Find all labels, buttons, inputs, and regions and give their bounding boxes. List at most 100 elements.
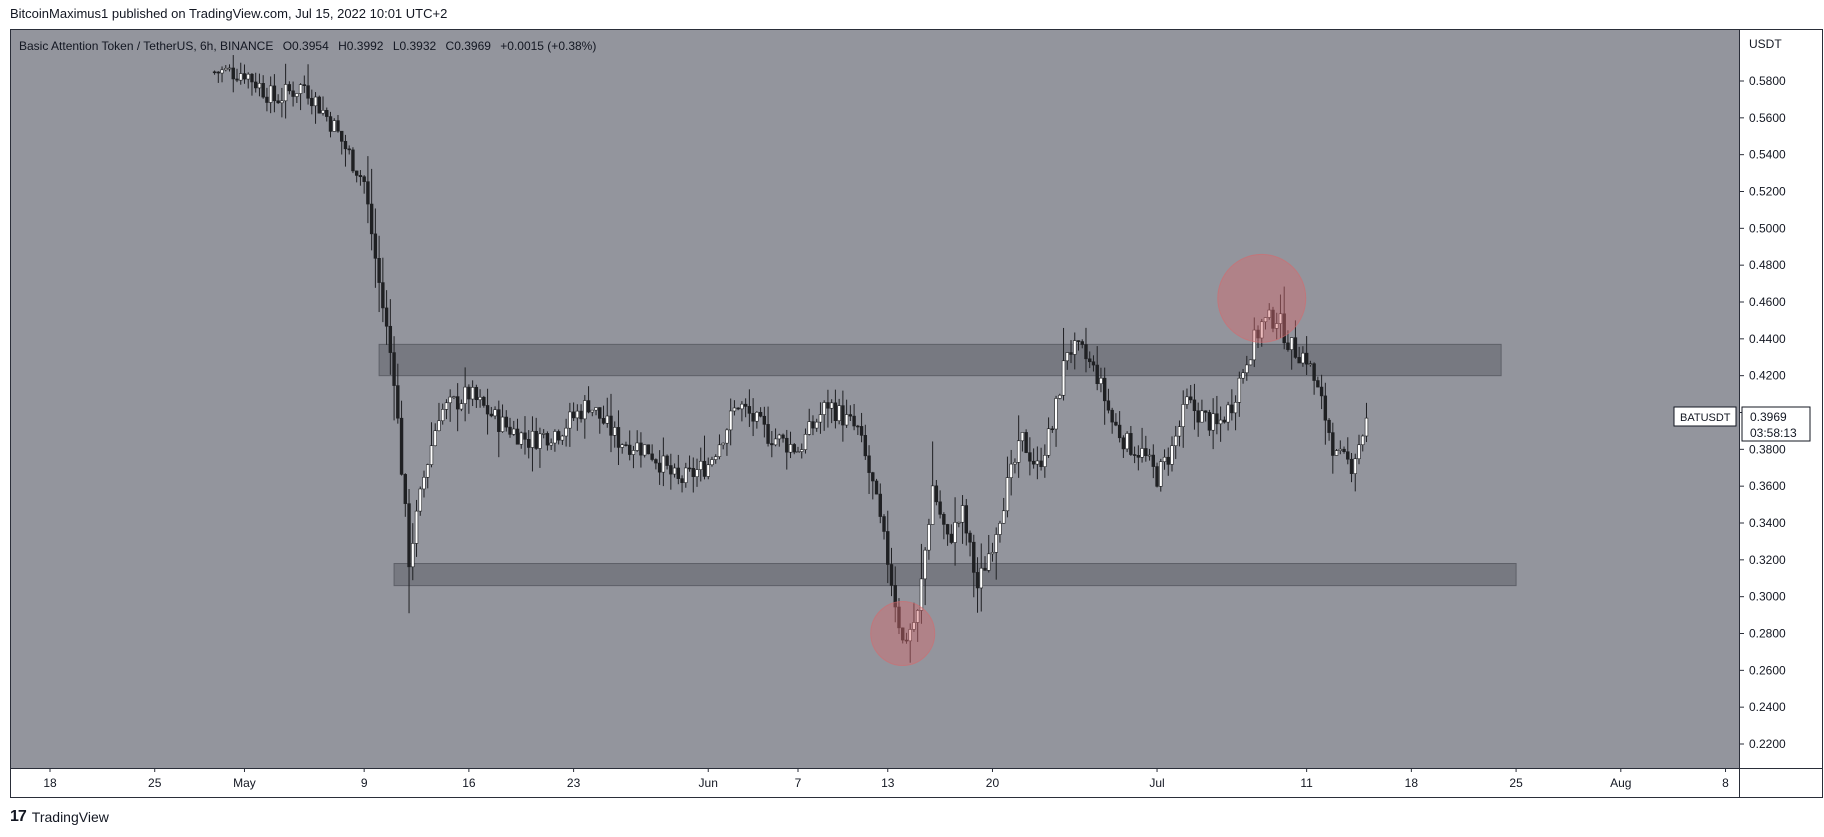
candle-up (631, 450, 636, 455)
candle-down (867, 455, 871, 473)
candle-up (246, 73, 250, 80)
candle-down (1151, 454, 1156, 467)
candle-down (504, 416, 508, 428)
candle-down (609, 415, 613, 436)
candle-down (811, 421, 815, 429)
candle-up (1248, 359, 1253, 366)
candle-down (354, 170, 359, 176)
candle-up (1140, 448, 1144, 458)
candle-down (680, 478, 684, 483)
candle-up (437, 420, 441, 432)
candle-up (440, 409, 445, 422)
price-tick-label: 0.5200 (1749, 185, 1786, 199)
candle-down (317, 96, 321, 114)
candle-up (564, 427, 568, 437)
price-tick-label: 0.5600 (1749, 111, 1786, 125)
candle-down (1069, 352, 1073, 355)
candle-up (560, 435, 565, 441)
candle-up (930, 485, 935, 525)
candle-down (407, 503, 411, 568)
candle-down (893, 585, 897, 608)
candle-down (396, 385, 400, 419)
candle-down (665, 455, 669, 466)
candle-up (979, 567, 983, 589)
time-axis-background (10, 768, 1823, 798)
candle-up (1353, 458, 1357, 474)
candle-down (1166, 456, 1170, 465)
candle-up (796, 451, 800, 453)
candle-up (1338, 448, 1343, 451)
candle-down (751, 413, 755, 422)
candle-up (1245, 364, 1249, 374)
legend-c-value: 0.3969 (454, 39, 491, 53)
candle-up (818, 414, 823, 423)
candle-up (1177, 426, 1182, 437)
candle-down (1271, 309, 1275, 329)
candle-down (556, 431, 561, 441)
candle-down (770, 443, 774, 446)
candle-up (1159, 461, 1163, 487)
candle-down (968, 532, 972, 543)
candle-up (1046, 428, 1051, 456)
legend-l-label: L (393, 39, 400, 53)
candle-down (650, 453, 654, 460)
candle-up (807, 421, 811, 435)
candle-up (1073, 340, 1077, 355)
candle-up (1009, 463, 1013, 478)
candle-up (1308, 363, 1313, 365)
candle-up (1267, 309, 1271, 318)
candle-down (1136, 455, 1141, 458)
candle-down (1102, 377, 1107, 402)
candle-down (848, 414, 853, 417)
candle-down (212, 71, 217, 74)
zones-layer (378, 343, 1517, 587)
last-price-group: BATUSDT 0.3969 03:58:13 (1673, 406, 1811, 442)
candle-up (268, 85, 273, 103)
candle-down (366, 181, 370, 205)
candle-up (953, 522, 957, 543)
candle-up (1334, 450, 1339, 456)
time-tick-label: Jun (699, 776, 718, 790)
candle-down (1192, 399, 1197, 412)
candle-up (448, 396, 452, 404)
candle-up (1364, 417, 1369, 437)
price-tick-label: 0.3200 (1749, 553, 1786, 567)
candle-up (957, 521, 961, 524)
candle-up (788, 444, 793, 453)
candle-down (1215, 413, 1219, 425)
candle-down (1327, 419, 1331, 433)
candle-down (1144, 448, 1148, 456)
candle-up (414, 510, 419, 544)
candle-down (325, 110, 329, 117)
candle-down (1031, 460, 1036, 465)
candle-down (1121, 437, 1126, 450)
candle-down (1155, 466, 1159, 487)
resistance-zone (378, 343, 1502, 377)
candle-down (1346, 451, 1350, 460)
candle-up (1289, 337, 1294, 350)
candle-up (463, 386, 467, 404)
candle-down (601, 418, 606, 424)
candle-up (1005, 477, 1010, 512)
candle-up (332, 120, 336, 132)
last-price-countdown: 03:58:13 (1750, 426, 1797, 440)
candle-up (239, 73, 243, 81)
candle-up (1211, 413, 1215, 431)
candle-up (313, 96, 318, 107)
footer-brand: TradingView (31, 809, 109, 825)
candle-down (515, 428, 520, 445)
candle-up (422, 476, 426, 490)
candle-down (785, 437, 789, 453)
candle-down (975, 572, 980, 589)
candle-down (272, 85, 277, 102)
candle-down (657, 462, 662, 473)
candle-up (755, 411, 759, 422)
candle-down (1080, 341, 1084, 345)
candle-down (1323, 395, 1328, 421)
legend-o-value: 0.3954 (292, 39, 329, 53)
candle-up (418, 488, 422, 512)
candle-down (455, 396, 460, 410)
candle-down (586, 400, 591, 413)
candle-up (470, 387, 475, 400)
